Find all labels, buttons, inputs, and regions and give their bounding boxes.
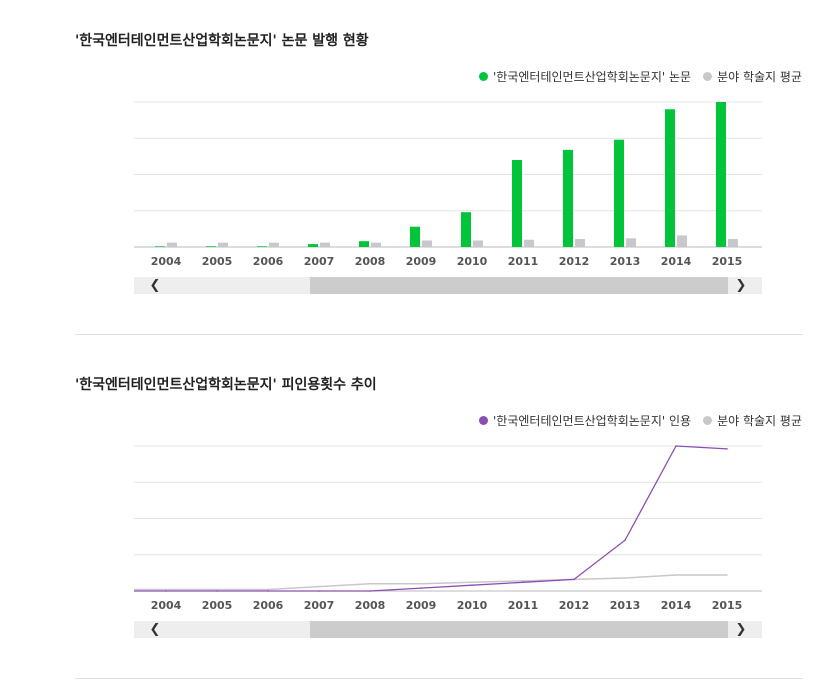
bar-paper xyxy=(665,109,675,247)
x-tick-label: 2007 xyxy=(304,255,335,268)
publication-legend: '한국엔터테인먼트산업학회논문지' 논문 분야 학술지 평균 xyxy=(467,68,802,85)
x-tick-label: 2006 xyxy=(253,599,284,612)
x-tick-label: 2012 xyxy=(559,255,590,268)
bar-paper xyxy=(563,149,573,247)
chevron-right-icon[interactable]: ❯ xyxy=(735,622,747,637)
x-tick-label: 2004 xyxy=(151,599,182,612)
x-tick-label: 2012 xyxy=(559,599,590,612)
citation-point xyxy=(369,590,371,592)
bar-paper xyxy=(359,241,369,247)
x-tick-label: 2007 xyxy=(304,599,335,612)
average-point xyxy=(726,574,728,576)
legend-item-citation[interactable]: '한국엔터테인먼트산업학회논문지' 인용 xyxy=(478,412,692,429)
chevron-left-icon[interactable]: ❮ xyxy=(149,278,161,293)
bar-average xyxy=(626,238,636,247)
bar-average xyxy=(269,242,279,247)
bar-average xyxy=(167,242,177,247)
legend-item-paper[interactable]: '한국엔터테인먼트산업학회논문지' 논문 xyxy=(478,68,692,85)
x-tick-label: 2005 xyxy=(202,599,233,612)
x-tick-label: 2015 xyxy=(712,599,743,612)
citation-point xyxy=(471,584,473,586)
x-tick-label: 2015 xyxy=(712,255,743,268)
chevron-left-icon[interactable]: ❮ xyxy=(149,622,161,637)
legend-dot-average xyxy=(703,416,713,425)
citation-point xyxy=(318,590,320,592)
section-divider xyxy=(75,678,803,679)
average-point xyxy=(624,577,626,579)
x-tick-label: 2008 xyxy=(355,255,386,268)
publication-chart-title: '한국엔터테인먼트산업학회논문지' 논문 발행 현황 xyxy=(75,33,369,49)
bar-average xyxy=(575,239,585,247)
citation-chart-scrollbar[interactable]: ❮ ❯ xyxy=(134,621,762,638)
x-tick-label: 2014 xyxy=(661,255,692,268)
average-point xyxy=(369,582,371,585)
x-tick-label: 2009 xyxy=(406,255,437,268)
x-tick-label: 2010 xyxy=(457,255,488,268)
x-tick-label: 2005 xyxy=(202,255,233,268)
x-tick-label: 2009 xyxy=(406,599,437,612)
x-tick-label: 2008 xyxy=(355,599,386,612)
x-tick-label: 2013 xyxy=(610,599,641,612)
x-tick-label: 2014 xyxy=(661,599,692,612)
x-tick-label: 2013 xyxy=(610,255,641,268)
bar-average xyxy=(320,242,330,247)
bar-average xyxy=(677,235,687,247)
legend-label-average: 분야 학술지 평균 xyxy=(717,414,802,428)
citation-line-chart: 2004 2005 2006 2007 2008 2009 2010 2011 2012 2013… xyxy=(134,445,762,612)
average-point xyxy=(471,581,473,584)
citation-legend: '한국엔터테인먼트산업학회논문지' 인용 분야 학술지 평균 xyxy=(467,412,802,429)
citation-point xyxy=(522,581,524,584)
scrollbar-thumb[interactable] xyxy=(310,277,728,294)
bar-paper xyxy=(716,102,726,247)
publication-chart-scrollbar[interactable]: ❮ ❯ xyxy=(134,277,762,294)
legend-item-average[interactable]: 분야 학술지 평균 xyxy=(703,68,802,85)
bar-average xyxy=(218,242,228,247)
legend-dot-citation xyxy=(478,416,488,425)
citation-point xyxy=(573,578,575,581)
x-tick-label: 2004 xyxy=(151,255,182,268)
average-point xyxy=(165,588,167,591)
scrollbar-thumb[interactable] xyxy=(310,621,728,638)
x-tick-label: 2011 xyxy=(508,599,539,612)
citation-point xyxy=(675,445,677,447)
average-point xyxy=(522,580,524,582)
x-tick-label: 2011 xyxy=(508,255,539,268)
citation-point xyxy=(726,448,728,450)
legend-label-average: 분야 학술지 평균 xyxy=(717,70,802,84)
average-point xyxy=(420,582,422,585)
citation-point xyxy=(267,590,269,592)
bar-paper xyxy=(308,244,318,247)
bar-average xyxy=(371,242,381,247)
citation-chart-title: '한국엔터테인먼트산업학회논문지' 피인용횟수 추이 xyxy=(75,377,377,393)
x-tick-label: 2006 xyxy=(253,255,284,268)
bar-average xyxy=(422,240,432,247)
legend-label-citation: '한국엔터테인먼트산업학회논문지' 인용 xyxy=(492,414,692,428)
bar-paper xyxy=(206,246,216,247)
bar-paper xyxy=(512,160,522,247)
bar-paper xyxy=(410,226,420,247)
bar-average xyxy=(473,240,483,247)
citation-point xyxy=(165,590,167,592)
legend-label-paper: '한국엔터테인먼트산업학회논문지' 논문 xyxy=(492,70,692,84)
average-point xyxy=(675,574,677,576)
bar-paper xyxy=(257,246,267,247)
x-tick-label: 2010 xyxy=(457,599,488,612)
citation-point xyxy=(216,590,218,592)
legend-dot-average xyxy=(703,72,713,81)
average-point xyxy=(318,585,320,588)
publication-bar-chart: 2004 2005 2006 2007 2008 2009 2010 2011 2012 2013… xyxy=(134,101,762,268)
bar-average xyxy=(728,239,738,247)
average-point xyxy=(267,588,269,591)
chevron-right-icon[interactable]: ❯ xyxy=(735,278,747,293)
bar-paper xyxy=(614,139,624,247)
citation-point xyxy=(420,587,422,589)
bar-paper xyxy=(155,246,165,247)
legend-dot-paper xyxy=(478,72,488,81)
section-divider xyxy=(75,334,803,335)
average-point xyxy=(216,588,218,591)
legend-item-average[interactable]: 분야 학술지 평균 xyxy=(703,412,802,429)
bar-average xyxy=(524,239,534,247)
citation-point xyxy=(624,539,626,542)
bar-paper xyxy=(461,212,471,247)
